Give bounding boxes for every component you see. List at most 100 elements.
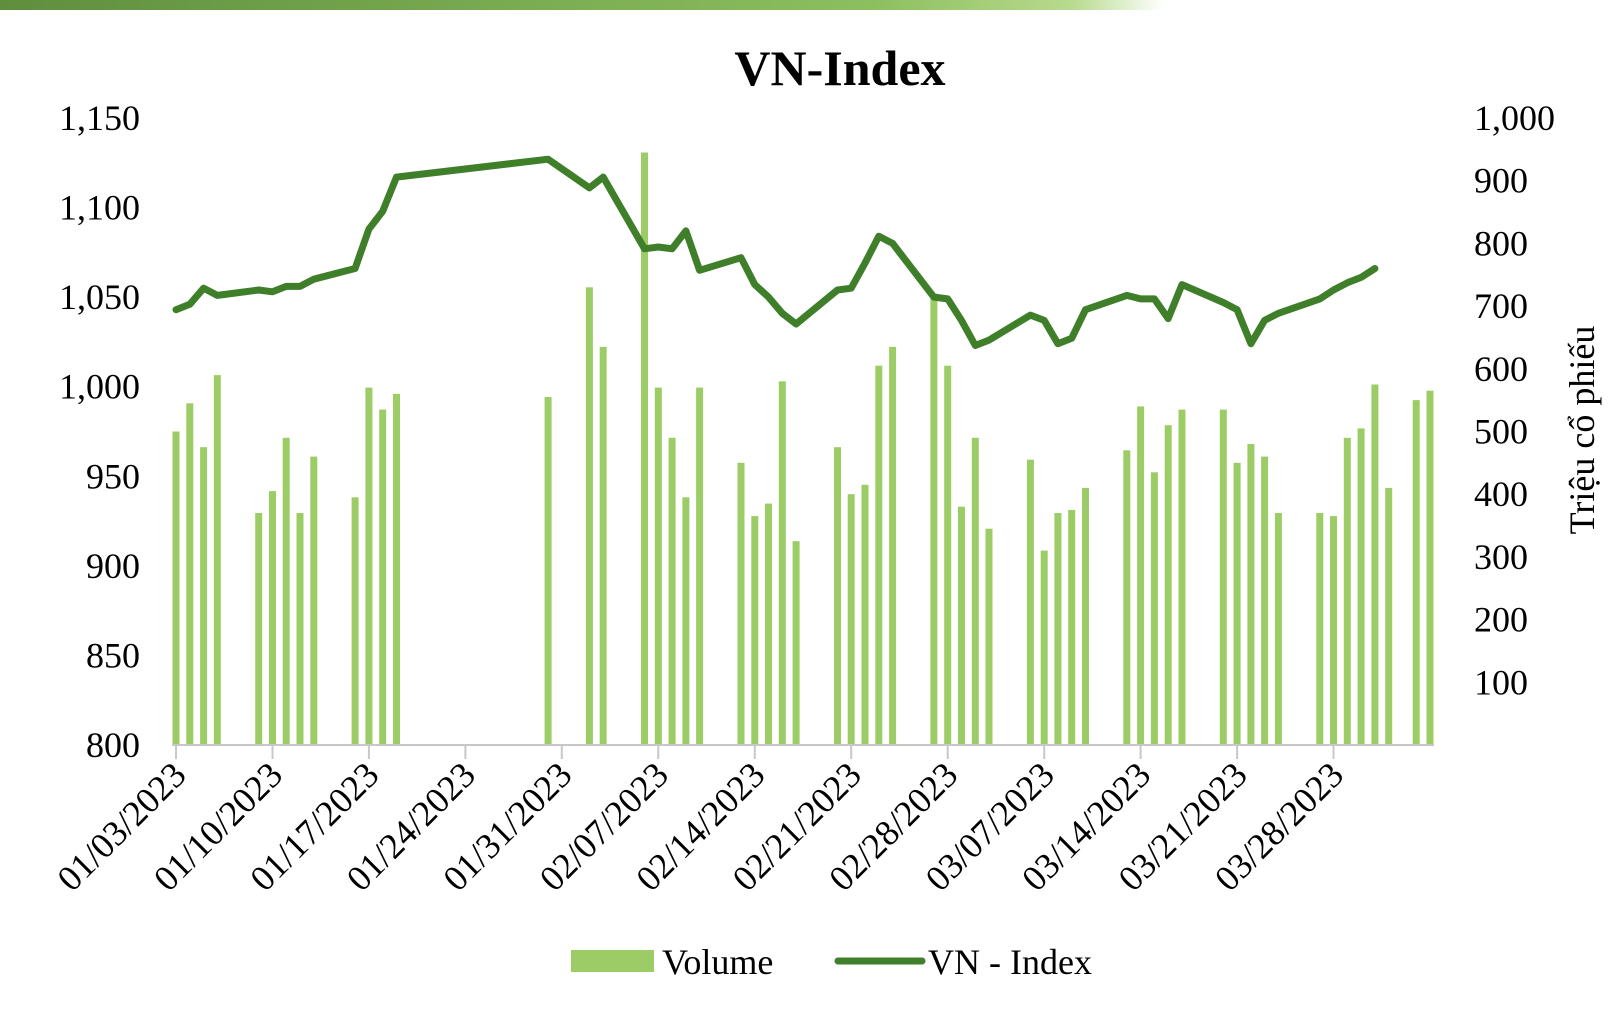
y-right-tick-label: 1,000	[1474, 98, 1555, 138]
y-left-tick-label: 1,050	[59, 277, 140, 317]
vn-index-point	[877, 235, 880, 238]
y-right-tick-label: 100	[1474, 662, 1528, 702]
vn-index-point	[1029, 314, 1032, 317]
volume-bar	[1219, 409, 1227, 745]
vn-index-point	[974, 344, 977, 347]
volume-bar	[641, 152, 648, 745]
vn-index-point	[671, 247, 674, 250]
y-right-tick-label: 400	[1474, 474, 1528, 514]
legend-vn-index-label: VN - Index	[928, 942, 1092, 982]
legend: Volume VN - Index	[571, 942, 1092, 982]
volume-bar	[696, 387, 704, 745]
volume-bar	[930, 293, 938, 745]
y-left-tick-label: 800	[86, 725, 140, 765]
vn-index-point	[299, 285, 301, 288]
y-right-tick-label: 700	[1474, 286, 1528, 326]
vn-index-point	[1346, 281, 1349, 284]
vn-index-point	[1277, 312, 1280, 315]
volume-bar	[875, 365, 883, 745]
vn-index-point	[312, 278, 315, 281]
vn-index-point	[602, 176, 605, 179]
volume-bar	[985, 528, 993, 745]
volume-bar	[1040, 550, 1048, 745]
vn-index-point	[1263, 319, 1266, 322]
vn-index-point	[740, 256, 742, 259]
volume-bar	[792, 541, 800, 745]
volume-bar	[269, 491, 276, 745]
volume-bar	[200, 447, 208, 745]
legend-volume-swatch	[571, 950, 654, 972]
y-left-tick-label: 850	[86, 635, 140, 675]
vn-index-point	[216, 294, 219, 297]
vn-index-point	[767, 296, 770, 299]
vn-index-point	[1236, 308, 1239, 311]
header-accent-bar	[0, 0, 1165, 10]
volume-bar	[1137, 406, 1145, 745]
volume-bar	[889, 346, 897, 745]
vn-index-point	[547, 158, 550, 161]
volume-bar	[971, 437, 979, 745]
vn-index-point	[1043, 319, 1046, 322]
volume-bar	[393, 393, 400, 745]
vn-index-point	[850, 287, 853, 290]
y-right-tick-label: 200	[1474, 600, 1528, 640]
vn-index-point	[588, 186, 591, 189]
vn-index-point	[1139, 297, 1142, 300]
y-right-tick-label: 500	[1474, 412, 1528, 452]
y-right-tick-label: 300	[1474, 537, 1528, 577]
volume-bar	[1343, 437, 1351, 745]
vn-index-line	[172, 155, 1379, 349]
vn-index-point	[1249, 342, 1252, 345]
volume-bar	[1371, 384, 1379, 745]
vn-index-point	[354, 267, 357, 270]
volume-bar	[1178, 409, 1186, 745]
volume-bar	[255, 513, 263, 745]
vn-index-point	[657, 246, 660, 248]
vn-index-point	[1222, 301, 1225, 304]
vn-index-point	[367, 228, 370, 231]
vn-index-point	[1084, 308, 1087, 311]
vn-index-point	[1360, 276, 1363, 279]
volume-bar	[351, 497, 359, 745]
volume-bar	[599, 346, 607, 745]
vn-index-point	[381, 210, 384, 213]
y-left-tick-label: 950	[86, 456, 140, 496]
chart-title: VN-Index	[734, 40, 945, 96]
y-right-tick-label: 800	[1474, 223, 1528, 263]
volume-bar	[1261, 456, 1269, 745]
volume-bar	[1412, 400, 1420, 745]
volume-bar	[1426, 390, 1434, 745]
volume-bar	[1247, 444, 1255, 745]
vn-index-point	[188, 303, 191, 306]
y-right-tick-label: 600	[1474, 349, 1528, 389]
volume-bar	[944, 365, 952, 745]
volume-bar	[1026, 459, 1034, 745]
volume-bar	[737, 462, 745, 745]
vn-index-point	[684, 229, 687, 232]
volume-bar	[668, 437, 676, 745]
vn-index-line-group	[172, 155, 1379, 349]
volume-bar	[585, 287, 593, 745]
volume-bar	[861, 484, 869, 745]
volume-bar	[379, 409, 387, 745]
volume-bar	[1316, 513, 1324, 745]
vn-index-point	[1125, 294, 1128, 297]
y-left-tick-label: 1,150	[59, 98, 140, 138]
volume-bar	[778, 381, 786, 745]
vn-index-point	[1181, 283, 1183, 286]
volume-bar	[213, 375, 221, 745]
volume-bar	[751, 516, 759, 745]
volume-bar	[958, 506, 965, 745]
volume-bar	[765, 503, 772, 745]
volume-bar	[1357, 428, 1365, 745]
vn-index-point	[753, 283, 756, 286]
y-left-tick-label: 1,100	[59, 188, 140, 228]
vn-index-point	[960, 319, 963, 322]
legend-volume-label: Volume	[662, 942, 773, 982]
vn-index-point	[175, 308, 177, 311]
vn-index-point	[988, 339, 990, 342]
volume-bar	[1123, 450, 1131, 745]
volume-bar	[1233, 462, 1241, 745]
volume-bar	[1274, 513, 1282, 745]
vn-index-point	[643, 247, 646, 250]
